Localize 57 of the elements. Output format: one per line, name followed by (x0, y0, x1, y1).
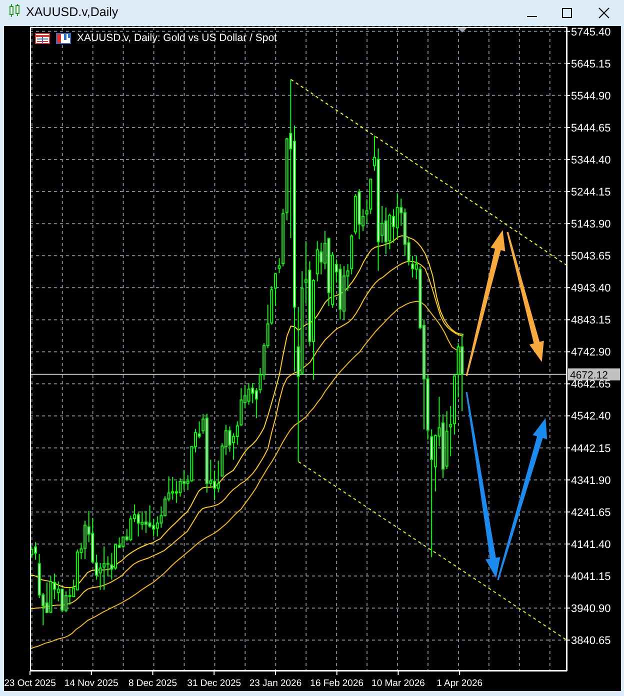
candlestick (182, 469, 186, 490)
x-tick-label: 10 Mar 2026 (372, 678, 425, 689)
chart-title: XAUUSD.v,Daily (26, 5, 118, 19)
candlestick (274, 272, 277, 306)
y-tick-label: 5344.40 (571, 154, 611, 166)
y-tick-label: 4542.40 (571, 410, 611, 423)
x-tick-label: 23 Jan 2026 (249, 678, 302, 689)
x-tick-label: 14 Nov 2025 (64, 678, 118, 689)
y-tick-label: 3940.90 (571, 602, 611, 615)
candlestick (122, 536, 125, 550)
y-tick-label: 5544.90 (571, 90, 611, 102)
candlestick (114, 544, 117, 570)
candlestick (396, 192, 399, 240)
candlestick (171, 476, 174, 500)
y-tick-label: 5444.65 (571, 122, 611, 134)
candlestick (247, 382, 250, 406)
candlestick (213, 470, 216, 501)
x-tick-label: 1 Apr 2026 (436, 678, 483, 689)
candlestick (136, 512, 140, 537)
line-series (298, 461, 568, 641)
candlestick (84, 520, 87, 560)
y-tick-label: 4241.65 (571, 506, 611, 519)
y-tick-label: 5645.15 (571, 58, 611, 70)
y-tick-label: 5143.90 (571, 218, 611, 230)
candlestick (129, 515, 132, 542)
y-tick-label: 4341.90 (571, 474, 611, 487)
text: XAUUSD.v, Daily: Gold vs US Dollar / Spot (77, 32, 277, 44)
candlestick (64, 590, 68, 613)
y-tick-label: 4742.90 (571, 346, 611, 359)
line-series (290, 78, 568, 266)
x-tick-label: 31 Dec 2025 (187, 678, 242, 689)
y-tick-label: 4943.40 (571, 282, 611, 295)
y-tick-label: 4041.15 (571, 570, 611, 583)
candlestick (94, 554, 98, 580)
y-tick-label: 5043.65 (571, 250, 611, 263)
candlestick (45, 582, 48, 614)
y-tick-label: 4442.15 (571, 442, 611, 455)
candlestick (392, 208, 396, 244)
candlestick (102, 546, 106, 590)
x-tick-label: 23 Oct 2025 (4, 678, 56, 689)
y-tick-label: 5745.40 (571, 26, 611, 38)
candlestick (174, 480, 178, 504)
y-tick-label: 4141.40 (571, 538, 611, 551)
x-tick-label: 8 Dec 2025 (128, 678, 178, 689)
candlestick (316, 240, 319, 282)
candlestick (106, 556, 110, 577)
candlestick (251, 382, 254, 404)
candlestick (384, 207, 388, 255)
x-tick-label: 16 Feb 2026 (310, 678, 364, 689)
candlestick (320, 242, 323, 275)
candlestick (144, 510, 148, 534)
y-tick-label: 4642.65 (571, 378, 611, 391)
y-tick-label: 3840.65 (571, 635, 611, 648)
candlestick (34, 542, 38, 560)
y-tick-label: 4843.15 (571, 314, 611, 327)
y-tick-label: 5244.15 (571, 186, 611, 198)
ref-line-label: 4672.12 (570, 369, 608, 382)
